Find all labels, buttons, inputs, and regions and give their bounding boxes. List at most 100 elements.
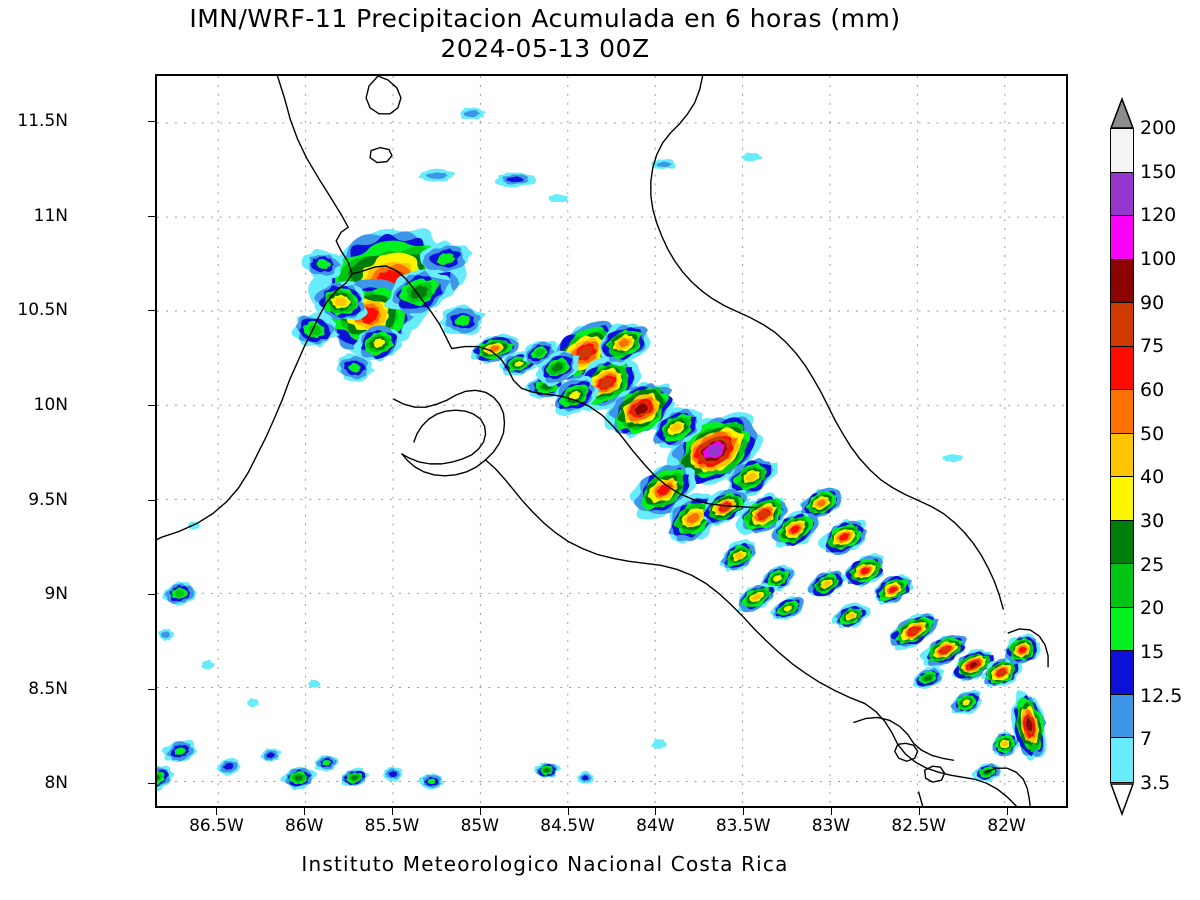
colorbar-segment (1111, 433, 1133, 478)
colorbar-segment (1111, 738, 1133, 782)
colorbar-tick-label: 200 (1140, 117, 1177, 139)
colorbar-tick-label: 75 (1140, 335, 1165, 358)
colorbar-segment (1111, 216, 1133, 260)
precip-contour (969, 661, 978, 669)
colorbar-tick-label: 60 (1140, 379, 1165, 401)
x-axis-label: 84.5W (540, 816, 595, 836)
precip-contour (816, 499, 826, 507)
colorbar-tick-label: 100 (1140, 248, 1177, 270)
precip-contour (427, 778, 436, 785)
y-tick (148, 499, 155, 501)
precip-contour (860, 567, 870, 575)
colorbar-segment (1111, 129, 1133, 173)
precip-contour (740, 152, 763, 162)
x-axis-label: 83.5W (715, 816, 771, 836)
colorbar-segment (1111, 564, 1133, 608)
x-axis-label: 86.5W (189, 816, 244, 836)
precipitation-field (157, 107, 1047, 791)
precip-contour (347, 362, 361, 373)
x-axis-label: 85W (460, 816, 500, 836)
colorbar-below-min-arrow (1109, 783, 1135, 816)
precip-contour (997, 669, 1006, 676)
x-tick (655, 808, 657, 815)
y-axis-label: 10N (33, 395, 68, 416)
precip-contour (388, 771, 398, 777)
precip-contour (846, 612, 856, 619)
precip-contour (618, 338, 630, 348)
precip-contour (454, 314, 471, 327)
precip-contour (201, 659, 215, 670)
precip-contour (822, 580, 832, 588)
colorbar-segment (1111, 172, 1133, 217)
precip-contour (577, 346, 593, 360)
precip-contour (548, 193, 569, 203)
precip-contour (706, 444, 722, 458)
precip-contour (294, 774, 303, 781)
precip-contour (308, 679, 321, 688)
map-plot-area (155, 74, 1068, 808)
precip-contour (656, 484, 672, 496)
precip-contour (425, 172, 448, 179)
coastline-layer (157, 76, 1049, 806)
precip-contour (157, 774, 161, 781)
colorbar[interactable] (1110, 128, 1134, 783)
precip-contour (942, 454, 963, 463)
precip-contour (923, 674, 932, 682)
precip-contour (316, 258, 331, 269)
y-tick (148, 688, 155, 690)
precip-contour (758, 510, 770, 519)
precip-contour (266, 752, 275, 759)
precip-contour (1025, 717, 1033, 732)
precip-contour (940, 646, 951, 654)
colorbar-segment (1111, 651, 1133, 695)
precip-contour (463, 110, 480, 118)
precip-contour (669, 422, 682, 433)
precip-contour (569, 390, 581, 401)
precip-contour (334, 297, 347, 307)
precip-contour (790, 525, 800, 534)
colorbar-segment (1111, 259, 1133, 304)
colorbar-segment (1111, 390, 1133, 434)
colorbar-tick-label: 15 (1140, 641, 1165, 663)
precip-contour (175, 589, 185, 598)
colorbar-tick-label: 7 (1140, 728, 1153, 751)
x-tick (567, 808, 569, 815)
colorbar-tick-label: 150 (1140, 160, 1177, 183)
precip-contour (373, 338, 386, 349)
x-tick (743, 808, 745, 815)
colorbar-tick-label: 40 (1140, 466, 1165, 489)
precip-contour (582, 775, 589, 781)
colorbar-segment (1111, 477, 1133, 521)
colorbar-tick-label: 90 (1140, 291, 1165, 314)
x-tick (830, 808, 832, 815)
precip-contour (634, 403, 648, 415)
x-tick (1006, 808, 1008, 815)
y-tick (148, 310, 155, 312)
colorbar-segment (1111, 520, 1133, 565)
precip-contour (534, 348, 546, 357)
x-tick (479, 808, 481, 815)
title-line-1: IMN/WRF-11 Precipitacion Acumulada en 6 … (189, 4, 901, 33)
x-tick (216, 808, 218, 815)
precip-contour (656, 161, 672, 167)
precip-contour (889, 586, 898, 594)
precip-contour (962, 699, 971, 706)
y-axis-label: 11N (33, 205, 68, 226)
colorbar-segment (1111, 346, 1133, 391)
precip-contour (161, 631, 170, 639)
precip-contour (514, 360, 524, 367)
precip-contour (322, 759, 332, 766)
y-axis-label: 10.5N (17, 300, 68, 321)
x-tick (392, 808, 394, 815)
x-axis-label: 82.5W (891, 816, 947, 836)
figure-title: IMN/WRF-11 Precipitacion Acumulada en 6 … (0, 4, 1090, 64)
precip-contour (839, 532, 850, 541)
precip-contour (772, 574, 783, 582)
colorbar-tick-label: 12.5 (1140, 684, 1183, 707)
precip-contour (651, 738, 667, 749)
y-axis-label: 8.5N (28, 678, 68, 699)
x-tick (918, 808, 920, 815)
x-axis-label: 86W (285, 816, 324, 836)
colorbar-segment (1111, 607, 1133, 652)
precip-contour (351, 775, 359, 781)
